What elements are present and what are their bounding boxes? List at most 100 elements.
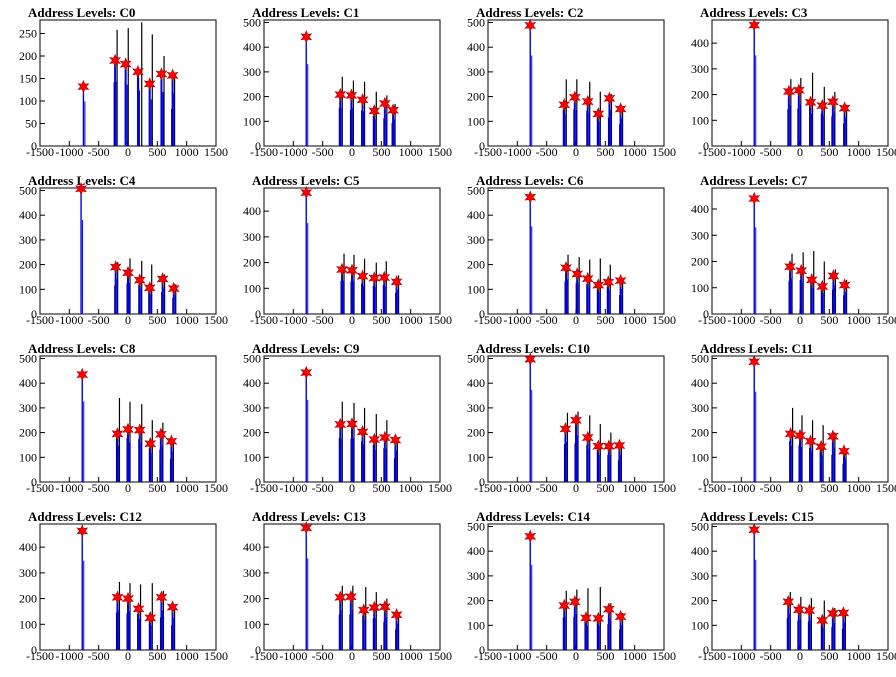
x-tick-label: 500 <box>596 145 614 159</box>
panel-title: Address Levels: C8 <box>28 341 136 356</box>
level-star-marker <box>592 611 605 626</box>
level-star-marker <box>826 606 839 621</box>
y-tick-label: 300 <box>243 65 261 79</box>
x-tick-label: -1500 <box>698 145 726 159</box>
y-tick-label: 0 <box>703 307 709 321</box>
level-star-marker <box>827 269 840 283</box>
x-tick-label: -500 <box>536 145 558 159</box>
x-tick-label: -500 <box>536 313 558 327</box>
level-star-marker <box>144 611 157 625</box>
level-star-marker <box>143 77 156 91</box>
x-tick-label: 1500 <box>204 313 228 327</box>
x-tick-label: -1500 <box>474 313 502 327</box>
y-tick-label: 100 <box>467 450 485 464</box>
y-tick-label: 0 <box>479 643 485 657</box>
level-star-marker <box>795 263 808 278</box>
y-tick-label: 100 <box>691 113 709 127</box>
y-tick-label: 300 <box>467 65 485 79</box>
x-tick-label: 0 <box>125 481 131 495</box>
panel-c6: Address Levels: C60100200300400500-1500-… <box>467 173 676 327</box>
level-star-marker <box>559 422 572 436</box>
y-tick-label: 100 <box>19 282 37 296</box>
x-tick-label: -1000 <box>55 481 83 495</box>
level-star-marker <box>837 606 850 620</box>
y-tick-label: 100 <box>243 114 261 128</box>
level-star-marker <box>390 275 403 289</box>
level-star-marker <box>524 352 537 367</box>
x-tick-label: 1000 <box>847 481 871 495</box>
panel-c9: Address Levels: C90100200300400500-1500-… <box>243 341 452 495</box>
x-tick-label: -1500 <box>250 145 278 159</box>
y-tick-label: 400 <box>691 202 709 216</box>
y-tick-label: 400 <box>467 40 485 54</box>
level-star-marker <box>581 271 594 286</box>
level-star-marker <box>826 429 839 444</box>
level-star-marker <box>156 272 169 286</box>
level-star-marker <box>838 101 851 116</box>
y-tick-label: 400 <box>467 544 485 558</box>
y-tick-label: 500 <box>467 519 485 533</box>
level-star-marker <box>143 280 156 295</box>
y-tick-label: 0 <box>703 643 709 657</box>
level-star-marker <box>356 269 369 284</box>
y-tick-label: 500 <box>467 15 485 29</box>
x-tick-label: -500 <box>88 145 110 159</box>
y-tick-label: 300 <box>691 401 709 415</box>
y-tick-label: 200 <box>243 426 261 440</box>
level-star-marker <box>76 524 89 538</box>
level-star-marker <box>592 278 605 292</box>
panel-title: Address Levels: C5 <box>252 173 360 188</box>
level-star-marker <box>558 97 571 112</box>
level-star-marker <box>166 600 179 614</box>
level-star-marker <box>300 365 313 380</box>
level-star-marker <box>568 90 581 105</box>
x-tick-label: -500 <box>760 145 782 159</box>
level-star-marker <box>592 107 605 121</box>
y-tick-label: 400 <box>19 540 37 554</box>
x-tick-label: 500 <box>148 313 166 327</box>
y-tick-label: 300 <box>691 228 709 242</box>
y-tick-label: 100 <box>19 94 37 108</box>
y-tick-label: 200 <box>467 90 485 104</box>
x-tick-label: -500 <box>536 481 558 495</box>
level-star-marker <box>356 425 369 439</box>
x-tick-label: -1500 <box>698 313 726 327</box>
level-star-marker <box>390 607 403 622</box>
level-star-marker <box>133 423 146 437</box>
y-tick-label: 300 <box>19 233 37 247</box>
level-star-marker <box>111 590 124 605</box>
x-tick-label: -1000 <box>279 313 307 327</box>
x-tick-label: 1500 <box>204 145 228 159</box>
y-tick-label: 0 <box>479 475 485 489</box>
x-tick-label: 1500 <box>652 649 676 663</box>
x-tick-label: 500 <box>372 481 390 495</box>
x-tick-label: 0 <box>125 649 131 663</box>
x-tick-label: 500 <box>148 649 166 663</box>
level-star-marker <box>75 181 87 196</box>
level-star-marker <box>167 281 180 296</box>
x-tick-label: 0 <box>573 145 579 159</box>
level-star-marker <box>524 529 537 544</box>
x-tick-label: 1500 <box>876 313 896 327</box>
y-tick-label: 400 <box>243 376 261 390</box>
y-tick-label: 500 <box>19 183 37 197</box>
level-star-marker <box>109 260 122 274</box>
x-tick-label: 1000 <box>399 145 423 159</box>
y-tick-label: 300 <box>243 566 261 580</box>
level-star-marker <box>155 590 168 605</box>
x-tick-label: 1000 <box>623 313 647 327</box>
level-star-marker <box>132 64 144 79</box>
x-tick-label: -1000 <box>727 313 755 327</box>
level-star-marker <box>154 427 167 442</box>
y-tick-label: 500 <box>467 351 485 365</box>
level-star-marker <box>122 591 134 606</box>
panel-title: Address Levels: C2 <box>476 5 583 20</box>
x-tick-label: 500 <box>148 145 166 159</box>
level-star-marker <box>571 267 584 281</box>
y-tick-label: 400 <box>691 376 709 390</box>
level-star-marker <box>826 94 839 109</box>
x-tick-label: -500 <box>312 649 334 663</box>
x-tick-label: -500 <box>88 649 110 663</box>
x-tick-label: 0 <box>349 313 355 327</box>
level-star-marker <box>119 57 132 71</box>
